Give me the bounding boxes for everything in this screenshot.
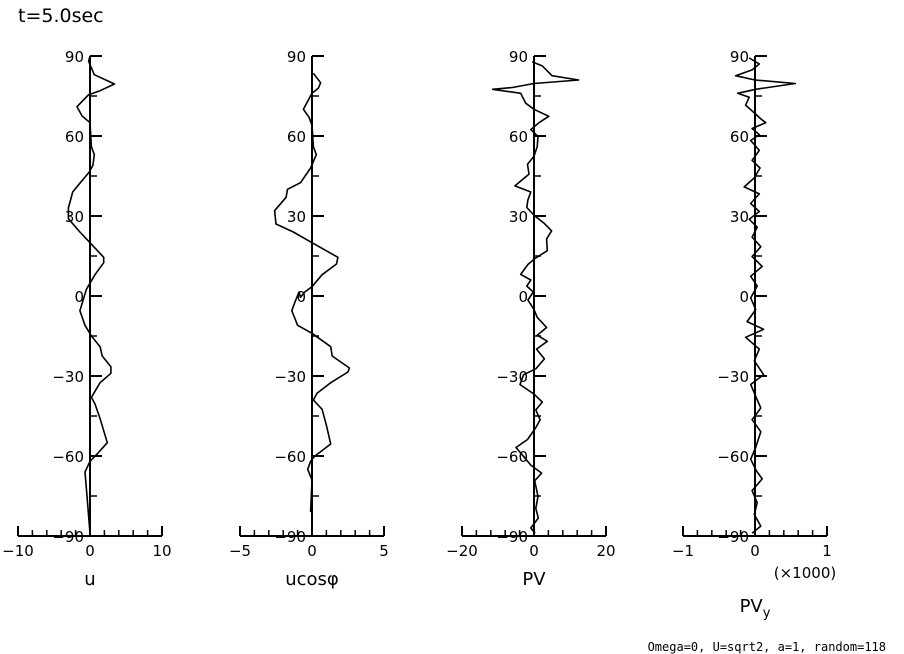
y-tick-label: 30 <box>509 208 528 226</box>
y-tick-label: 90 <box>65 48 84 66</box>
x-axis-label-subscript: y <box>763 606 771 621</box>
x-tick-label: 0 <box>307 542 317 560</box>
data-line <box>491 61 580 534</box>
y-tick-label: 30 <box>65 208 84 226</box>
x-scale-note: (×1000) <box>774 564 836 582</box>
data-line <box>273 72 351 513</box>
x-axis-label-text: u <box>84 569 95 590</box>
y-tick-label: 30 <box>287 208 306 226</box>
y-tick-label: 0 <box>739 288 749 306</box>
y-tick-label: −30 <box>717 368 749 386</box>
x-tick-label: −5 <box>229 542 251 560</box>
x-tick-label: 5 <box>379 542 389 560</box>
x-tick-label: 10 <box>152 542 171 560</box>
x-tick-label: 0 <box>85 542 95 560</box>
data-line <box>734 57 797 534</box>
x-axis-label-text: ucosφ <box>285 569 339 590</box>
y-tick-label: −60 <box>274 448 306 466</box>
y-tick-label: 60 <box>509 128 528 146</box>
y-tick-label: −60 <box>52 448 84 466</box>
y-tick-label: −30 <box>496 368 528 386</box>
y-tick-label: 90 <box>730 48 749 66</box>
y-tick-label: −90 <box>274 528 306 546</box>
y-tick-label: 60 <box>287 128 306 146</box>
y-tick-label: 0 <box>518 288 528 306</box>
y-tick-label: 0 <box>74 288 84 306</box>
x-tick-label: −10 <box>2 542 34 560</box>
panel-1: −10 0 10 90 60 30 0 −30 −60 −90 u <box>2 48 171 590</box>
y-tick-label: −30 <box>274 368 306 386</box>
y-tick-label: −90 <box>496 528 528 546</box>
x-axis-label: ucosφ <box>285 569 339 590</box>
x-axis-label: PVy <box>740 596 771 621</box>
x-axis-label-text: PV <box>740 596 764 617</box>
parameters-footer: Omega=0, U=sqrt2, a=1, random=118 <box>648 640 886 654</box>
x-axis-label: PV <box>522 569 546 590</box>
figure-title: t=5.0sec <box>18 5 104 27</box>
x-axis-label: u <box>84 569 95 590</box>
y-tick-label: 60 <box>65 128 84 146</box>
y-tick-label: 90 <box>509 48 528 66</box>
data-line <box>67 55 116 534</box>
y-tick-label: 30 <box>730 208 749 226</box>
y-tick-label: −30 <box>52 368 84 386</box>
x-tick-label: −1 <box>672 542 694 560</box>
x-tick-label: 1 <box>822 542 832 560</box>
y-tick-label: −60 <box>717 448 749 466</box>
y-tick-label: 60 <box>730 128 749 146</box>
x-tick-label: 20 <box>596 542 615 560</box>
x-tick-label: 0 <box>529 542 539 560</box>
y-tick-label: 90 <box>287 48 306 66</box>
x-tick-label: −20 <box>446 542 478 560</box>
x-axis-label-text: PV <box>522 569 546 590</box>
y-tick-label: −90 <box>717 528 749 546</box>
x-tick-label: 0 <box>750 542 760 560</box>
y-tick-label: −90 <box>52 528 84 546</box>
